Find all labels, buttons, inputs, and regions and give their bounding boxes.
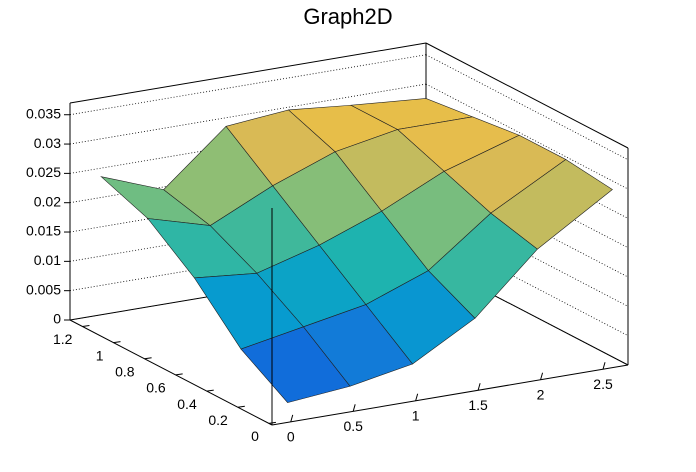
grid-line xyxy=(425,83,629,190)
y-tick xyxy=(206,389,214,392)
z-tick-label: 0.035 xyxy=(26,105,61,121)
y-tick-label: 0.2 xyxy=(208,412,228,428)
box-edge xyxy=(69,42,427,104)
z-tick-label: 0.03 xyxy=(34,135,61,151)
x-tick xyxy=(540,372,544,380)
y-tick xyxy=(175,373,183,376)
x-tick xyxy=(602,362,606,370)
z-tick-label: 0.01 xyxy=(34,252,61,268)
y-tick-label: 0.6 xyxy=(146,380,166,396)
y-tick-label: 1.2 xyxy=(53,331,73,347)
y-tick xyxy=(144,357,152,360)
x-tick xyxy=(415,393,419,401)
grid-line xyxy=(425,54,629,161)
y-tick xyxy=(113,341,121,344)
grid-line xyxy=(425,200,629,307)
y-tick-label: 0.4 xyxy=(177,396,197,412)
chart-title: Graph2D xyxy=(303,4,392,29)
z-tick-label: 0 xyxy=(53,311,61,327)
z-tick-label: 0.025 xyxy=(26,164,61,180)
y-tick-label: 0.8 xyxy=(115,363,135,379)
grid-line xyxy=(69,54,427,116)
z-tick-label: 0.015 xyxy=(26,223,61,239)
grid-line xyxy=(425,142,629,249)
z-tick-label: 0.02 xyxy=(34,193,61,209)
x-tick-label: 0.5 xyxy=(343,418,363,434)
grid-line xyxy=(425,171,629,278)
y-tick-label: 1 xyxy=(96,347,104,363)
grid-line xyxy=(69,83,427,145)
box-edge xyxy=(425,42,629,149)
x-tick xyxy=(477,383,481,391)
x-tick-label: 2.5 xyxy=(593,376,613,392)
y-tick xyxy=(82,324,90,327)
box-edge xyxy=(271,364,629,426)
x-tick xyxy=(290,414,294,422)
z-tick-label: 0.005 xyxy=(26,281,61,297)
grid-line xyxy=(425,230,629,337)
x-tick-label: 1 xyxy=(412,407,420,423)
y-tick-label: 0 xyxy=(251,428,259,444)
surface-cell xyxy=(490,159,613,250)
x-tick-label: 2 xyxy=(537,386,545,402)
x-tick-label: 0 xyxy=(287,429,295,445)
x-tick-label: 1.5 xyxy=(468,397,488,413)
y-tick xyxy=(237,405,245,408)
x-tick xyxy=(352,404,356,412)
y-tick xyxy=(268,421,276,424)
